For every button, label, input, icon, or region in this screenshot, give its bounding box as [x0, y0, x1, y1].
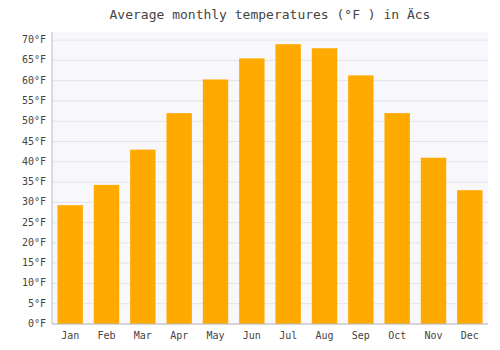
- bar: [421, 158, 446, 324]
- x-tick-label: Jul: [279, 330, 297, 341]
- bar: [275, 44, 300, 324]
- x-tick-label: Feb: [97, 330, 115, 341]
- y-tick-label: 55°F: [22, 95, 46, 106]
- y-tick-label: 45°F: [22, 136, 46, 147]
- bar: [203, 79, 228, 324]
- grid: [52, 40, 488, 324]
- bar: [166, 113, 191, 324]
- y-tick-label: 70°F: [22, 34, 46, 45]
- page: {"chart_data": {"type": "bar", "title": …: [0, 0, 500, 350]
- bar: [130, 150, 155, 324]
- y-tick-label: 65°F: [22, 54, 46, 65]
- chart: 0°F 5°F 10°F 15°F 20°F 25°F 30°F 35°F 40°F 45°F 50…: [0, 0, 500, 350]
- bar: [457, 190, 482, 324]
- grid-line: [52, 40, 488, 41]
- bars: [57, 44, 482, 324]
- y-tick-label: 25°F: [22, 217, 46, 228]
- x-tick-label: Dec: [461, 330, 479, 341]
- x-tick-label: Oct: [388, 330, 406, 341]
- bar: [312, 48, 337, 324]
- bar: [348, 75, 373, 324]
- x-axis-line: [52, 324, 488, 325]
- y-tick-label: 40°F: [22, 156, 46, 167]
- bar: [57, 205, 82, 324]
- y-tick-label: 20°F: [22, 237, 46, 248]
- y-tick-label: 10°F: [22, 277, 46, 288]
- y-tick-label: 15°F: [22, 257, 46, 268]
- bar: [94, 185, 119, 324]
- x-tick-label: Jun: [243, 330, 261, 341]
- y-axis-line: [52, 32, 53, 324]
- grid-line: [52, 141, 488, 142]
- x-tick-label: Mar: [134, 330, 152, 341]
- x-tick-label: Nov: [424, 330, 442, 341]
- x-axis: Jan Feb Mar Apr May Jun Jul Aug Sep Oct Nov Dec: [52, 324, 488, 341]
- chart-container: 0°F 5°F 10°F 15°F 20°F 25°F 30°F 35°F 40°F 45°F 50…: [0, 0, 500, 350]
- x-tick-label: Sep: [352, 330, 370, 341]
- bar: [239, 58, 264, 324]
- y-tick-label: 60°F: [22, 75, 46, 86]
- bar: [384, 113, 409, 324]
- y-tick-label: 30°F: [22, 196, 46, 207]
- y-tick-label: 50°F: [22, 115, 46, 126]
- y-tick-label: 5°F: [28, 298, 46, 309]
- grid-line: [52, 60, 488, 61]
- title: Average monthly temperatures (°F ) in Äc…: [110, 7, 431, 22]
- plot-area: [52, 32, 488, 324]
- y-axis: 0°F 5°F 10°F 15°F 20°F 25°F 30°F 35°F 40°F 45°F 50…: [22, 32, 52, 329]
- x-tick-label: Apr: [170, 330, 188, 341]
- x-tick-label: Jan: [61, 330, 79, 341]
- grid-line: [52, 100, 488, 101]
- y-tick-label: 0°F: [28, 318, 46, 329]
- grid-line: [52, 80, 488, 81]
- grid-line: [52, 121, 488, 122]
- x-tick-label: Aug: [315, 330, 333, 341]
- x-tick-label: May: [206, 330, 224, 341]
- grid-line: [52, 324, 488, 325]
- y-tick-label: 35°F: [22, 176, 46, 187]
